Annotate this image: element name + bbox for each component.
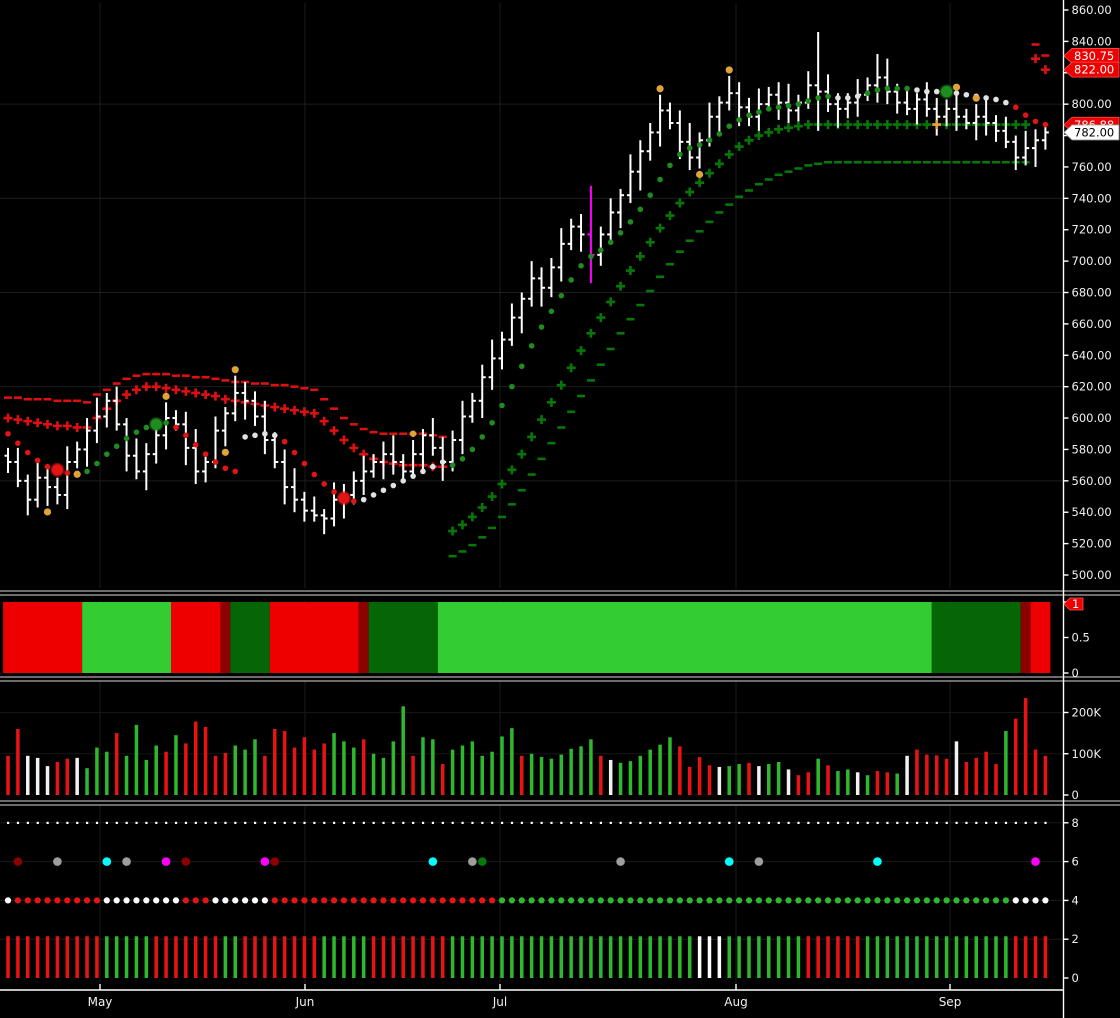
svg-text:520.00: 520.00 [1072,537,1112,551]
price-axis: 860.00840.00820.00800.00780.00760.00740.… [1062,0,1112,1018]
svg-text:500.00: 500.00 [1072,568,1112,582]
svg-text:700.00: 700.00 [1072,254,1112,268]
svg-text:822.00: 822.00 [1074,63,1114,77]
svg-text:8: 8 [1072,816,1079,830]
trend-strip-panel [3,602,1051,673]
price-panel [3,31,1050,558]
svg-text:830.75: 830.75 [1074,49,1114,63]
svg-text:0: 0 [1072,788,1079,802]
svg-text:660.00: 660.00 [1072,317,1112,331]
svg-text:0: 0 [1072,666,1079,680]
svg-text:782.00: 782.00 [1074,125,1114,139]
svg-text:6: 6 [1072,855,1079,869]
svg-text:560.00: 560.00 [1072,474,1112,488]
svg-text:740.00: 740.00 [1072,191,1112,205]
svg-text:Jun: Jun [295,995,315,1009]
gridlines [0,3,1064,985]
svg-text:1: 1 [1072,597,1079,611]
svg-text:Aug: Aug [724,995,747,1009]
svg-text:4: 4 [1072,893,1079,907]
svg-text:640.00: 640.00 [1072,348,1112,362]
svg-text:0.5: 0.5 [1072,631,1090,645]
svg-text:May: May [88,995,113,1009]
svg-text:720.00: 720.00 [1072,223,1112,237]
time-axis: May Jun Jul Aug Sep [0,984,1064,1009]
svg-text:Jul: Jul [492,995,507,1009]
svg-text:620.00: 620.00 [1072,380,1112,394]
svg-text:860.00: 860.00 [1072,3,1112,17]
svg-text:Sep: Sep [939,995,962,1009]
svg-text:2: 2 [1072,932,1079,946]
svg-text:200K: 200K [1072,706,1102,720]
panel-separators [0,590,1120,806]
svg-text:0: 0 [1072,971,1079,985]
volume-panel [6,698,1048,795]
signal-panel [4,821,1049,978]
svg-text:800.00: 800.00 [1072,97,1112,111]
svg-text:540.00: 540.00 [1072,505,1112,519]
svg-text:600.00: 600.00 [1072,411,1112,425]
svg-text:580.00: 580.00 [1072,442,1112,456]
svg-text:840.00: 840.00 [1072,34,1112,48]
svg-text:100K: 100K [1072,747,1102,761]
svg-text:680.00: 680.00 [1072,285,1112,299]
svg-text:760.00: 760.00 [1072,160,1112,174]
